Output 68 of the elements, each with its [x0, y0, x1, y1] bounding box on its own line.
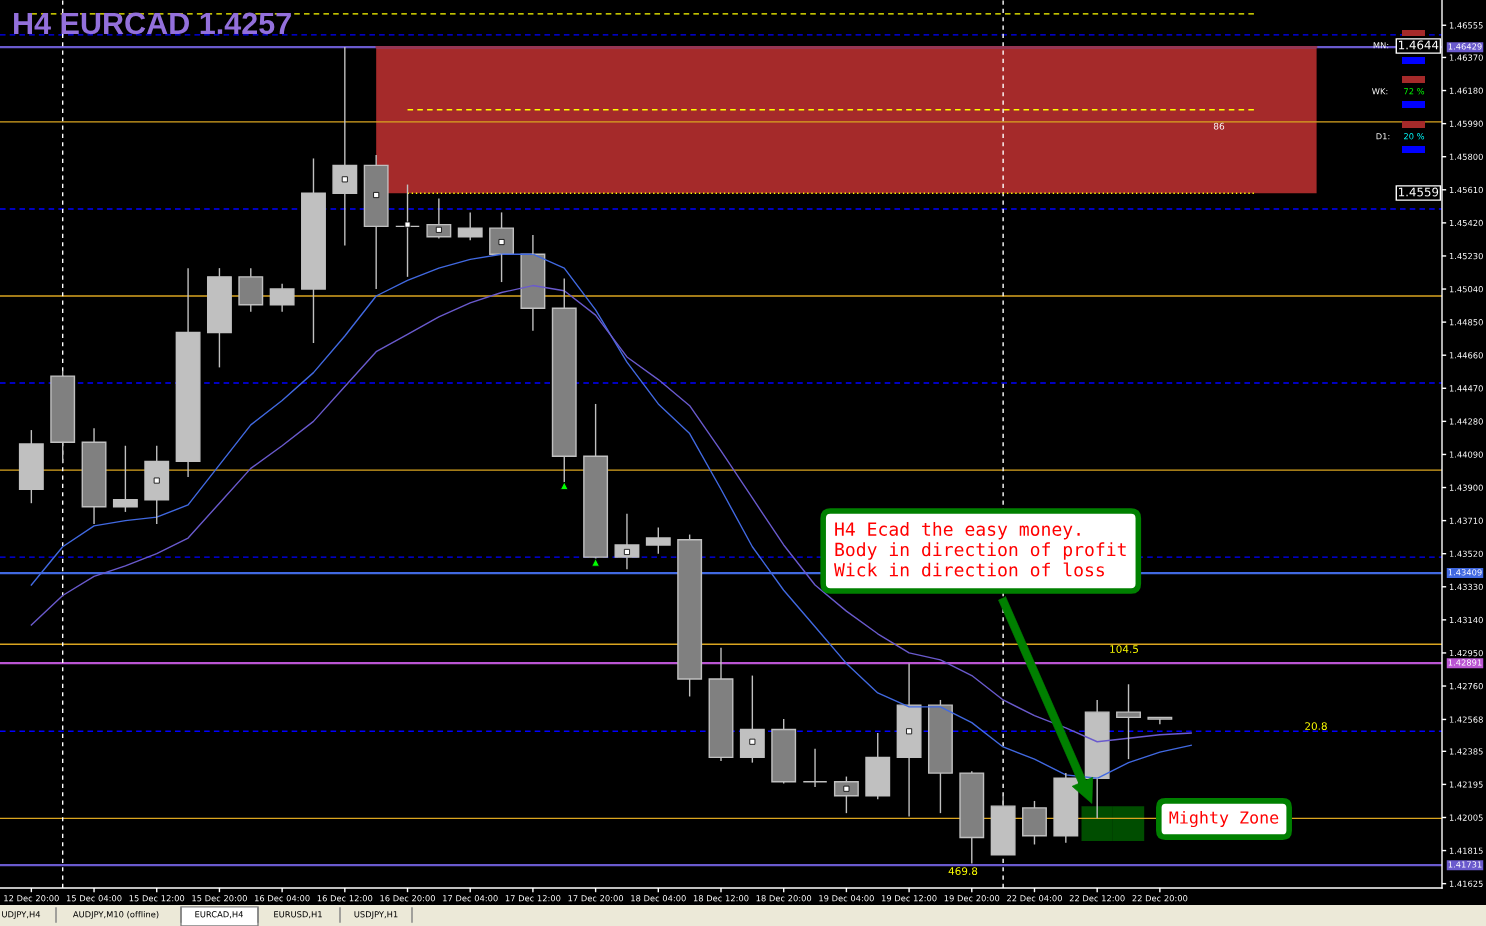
x-tick-label: 19 Dec 04:00: [819, 895, 874, 902]
x-tick-label: 22 Dec 12:00: [1069, 895, 1125, 902]
text: EURCAD,H4: [195, 911, 243, 919]
annotation: Mighty Zone: [1169, 810, 1279, 828]
text: WK:: [1372, 88, 1388, 95]
x-tick-label: 15 Dec 12:00: [129, 895, 185, 902]
y-tick-label: 1.46555: [1449, 22, 1483, 29]
x-tick-label: 15 Dec 20:00: [192, 895, 247, 902]
y-tick-label: 1.46180: [1449, 87, 1483, 94]
annotation: 104.5: [1110, 645, 1138, 654]
x-tick-label: 16 Dec 04:00: [255, 895, 310, 902]
x-tick-label: 22 Dec 20:00: [1132, 895, 1188, 902]
y-tick-label: 1.44660: [1449, 352, 1483, 359]
ref-line-label: 1.41731: [1448, 861, 1482, 868]
annotation: 469.8: [948, 867, 978, 876]
ref-line-label: 1.42891: [1448, 659, 1482, 666]
text: USDJPY,H1: [354, 911, 398, 919]
y-tick-label: 1.45800: [1449, 153, 1483, 160]
y-tick-label: 1.42005: [1449, 814, 1483, 821]
y-tick-label: 1.45420: [1449, 219, 1483, 227]
y-tick-label: 1.45990: [1449, 120, 1483, 127]
text: D1:: [1376, 133, 1390, 140]
x-tick-label: 17 Dec 12:00: [505, 895, 561, 902]
chart-title: H4 EURCAD 1.4257: [14, 12, 291, 35]
text: UDJPY,H4: [2, 911, 41, 919]
y-tick-label: 1.43900: [1449, 484, 1483, 491]
annotation: 20.8: [1305, 722, 1327, 731]
y-tick-label: 1.42195: [1449, 781, 1483, 788]
y-tick-label: 1.45040: [1449, 286, 1483, 293]
y-tick-label: 1.45230: [1449, 252, 1483, 260]
y-tick-label: 1.44280: [1449, 418, 1483, 425]
y-tick-label: 1.41625: [1449, 880, 1483, 887]
y-tick-label: 1.42385: [1449, 748, 1483, 755]
y-tick-label: 1.43330: [1449, 583, 1483, 591]
y-tick-label: 1.43520: [1449, 550, 1483, 557]
y-tick-label: 1.42568: [1449, 716, 1483, 723]
text: 1.4644: [1398, 40, 1439, 50]
text: 1.4559: [1398, 187, 1439, 197]
x-tick-label: 17 Dec 04:00: [443, 895, 498, 902]
text: 72 %: [1404, 88, 1425, 95]
x-tick-label: 18 Dec 12:00: [693, 895, 749, 902]
x-tick-label: 18 Dec 04:00: [631, 895, 686, 902]
x-tick-label: 18 Dec 20:00: [756, 895, 812, 902]
y-tick-label: 1.45610: [1449, 186, 1483, 194]
x-tick-label: 15 Dec 04:00: [66, 895, 122, 902]
x-tick-label: 19 Dec 20:00: [944, 895, 1000, 902]
annotation: 86: [1213, 122, 1225, 130]
x-tick-label: 16 Dec 12:00: [317, 895, 373, 902]
y-tick-label: 1.44850: [1449, 319, 1483, 326]
y-tick-label: 1.44090: [1449, 451, 1483, 458]
annotation: H4 Ecad the easy money. Body in direction of profit Wick in direction of loss: [834, 521, 1126, 577]
ref-line-label: 1.46429: [1448, 43, 1482, 50]
x-tick-label: 22 Dec 04:00: [1007, 895, 1062, 902]
y-tick-label: 1.46370: [1449, 54, 1483, 61]
y-tick-label: 1.44470: [1449, 385, 1483, 392]
y-tick-label: 1.43710: [1449, 517, 1483, 524]
text: 20 %: [1404, 133, 1425, 140]
x-tick-label: 17 Dec 20:00: [568, 895, 624, 902]
x-tick-label: 16 Dec 20:00: [380, 895, 435, 902]
x-tick-label: 19 Dec 12:00: [881, 895, 937, 902]
y-tick-label: 1.42760: [1449, 683, 1483, 690]
y-tick-label: 1.43140: [1449, 616, 1483, 624]
y-tick-label: 1.42950: [1449, 649, 1483, 657]
x-tick-label: 12 Dec 20:00: [4, 895, 59, 902]
y-tick-label: 1.41815: [1449, 847, 1483, 854]
text: AUDJPY,M10 (offline): [72, 910, 159, 919]
ref-line-label: 1.43409: [1448, 569, 1482, 576]
text: EURUSD,H1: [274, 911, 322, 919]
